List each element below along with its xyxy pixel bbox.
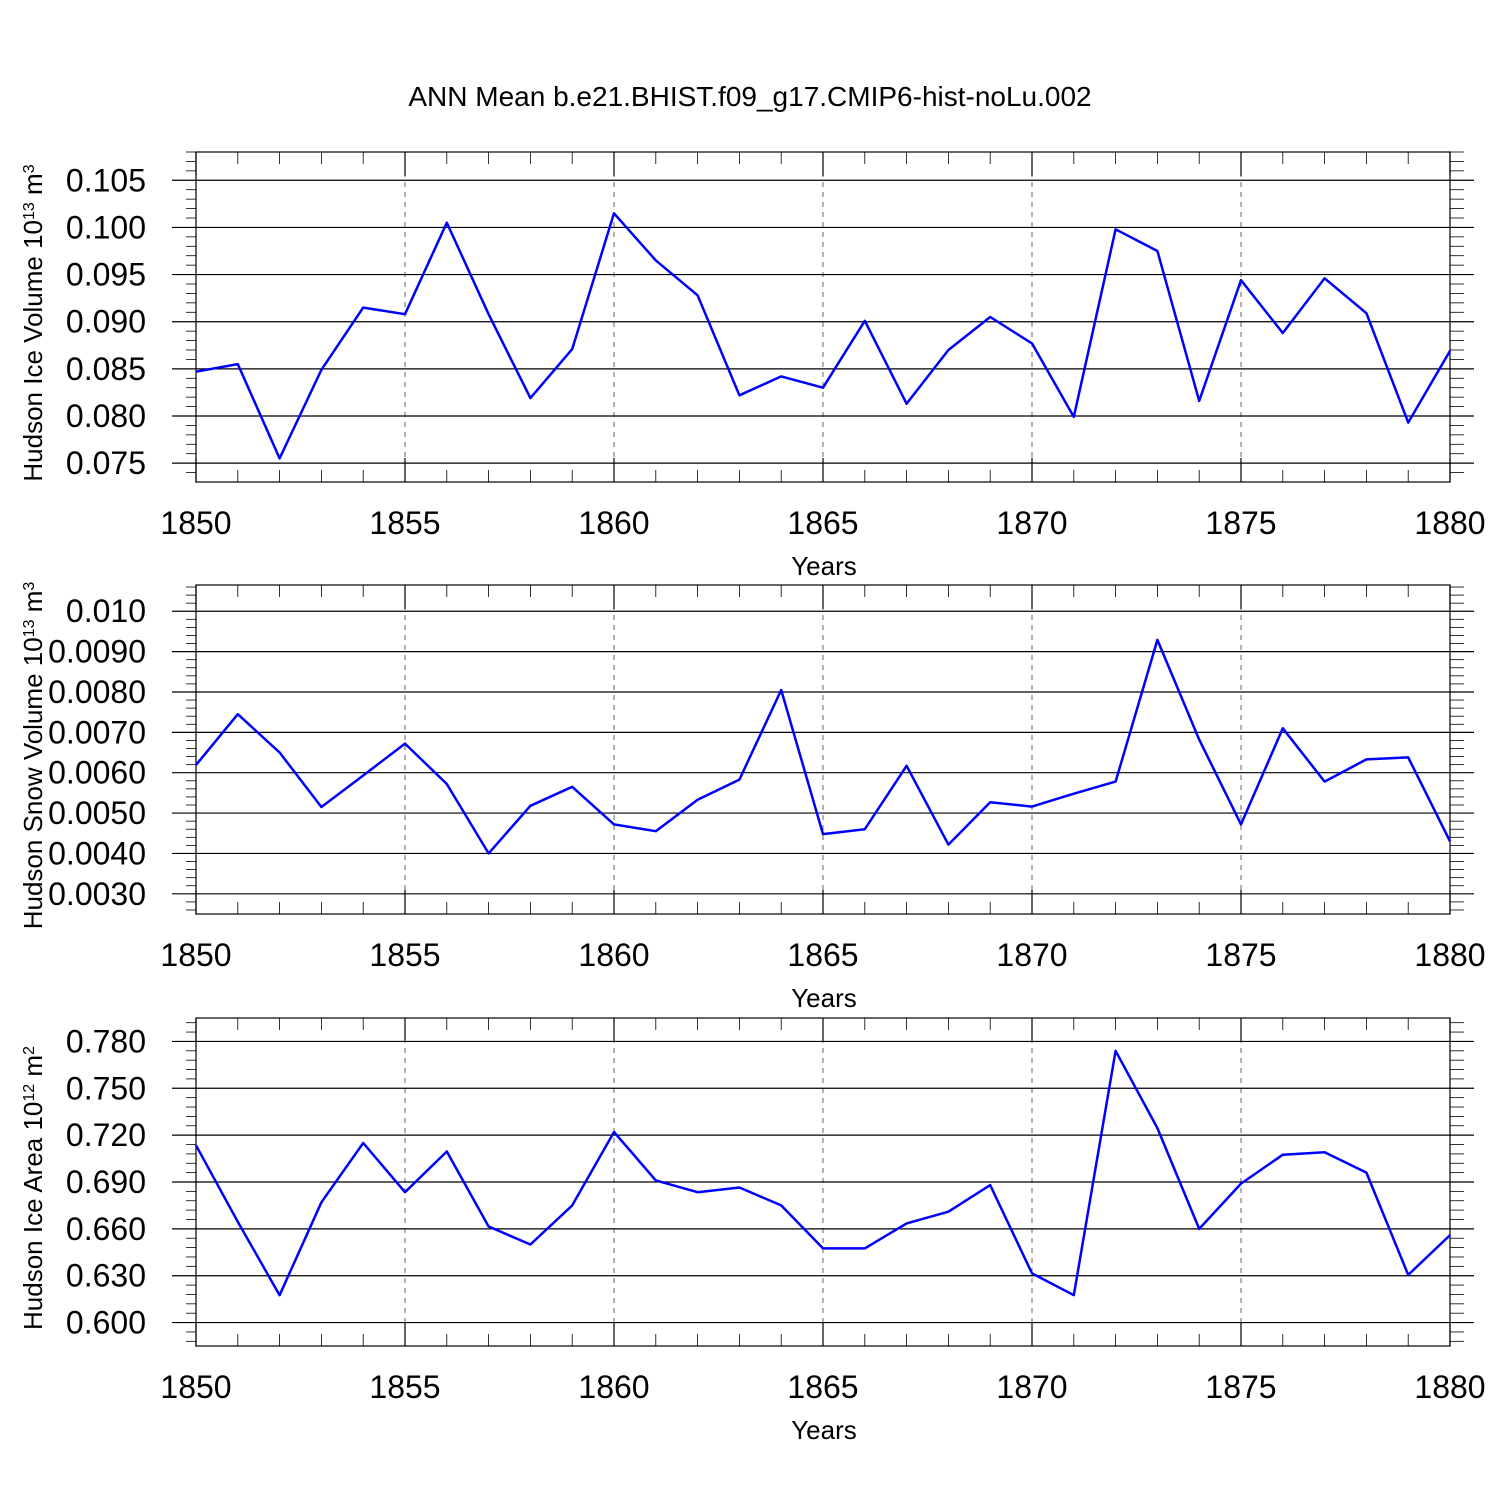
series-line [195, 638, 1452, 855]
y-tick-label: 0.0070 [48, 714, 146, 750]
panel-3: 1850 1855 1860 1865 1870 1875 1880 0.600 0.630 0.… [18, 1017, 1486, 1445]
y-tick-label: 0.080 [66, 398, 146, 434]
x-tick-label: 1850 [160, 1369, 231, 1405]
x-tick-label: 1880 [1414, 937, 1485, 973]
y-tick-label: 0.105 [66, 162, 146, 198]
x-tick-label: 1860 [578, 1369, 649, 1405]
y-tick-label: 0.0060 [48, 755, 146, 791]
x-tick-label: 1875 [1205, 937, 1276, 973]
y-tick-label: 0.095 [66, 257, 146, 293]
x-tick-label: 1870 [996, 1369, 1067, 1405]
x-axis-label: Years [791, 551, 857, 581]
y-tick-label: 0.750 [66, 1070, 146, 1106]
x-tick-label: 1865 [787, 505, 858, 541]
y-tick-label: 0.0030 [48, 876, 146, 912]
y-tick-label: 0.630 [66, 1258, 146, 1294]
y-tick-label: 0.100 [66, 209, 146, 245]
x-tick-label: 1880 [1414, 1369, 1485, 1405]
y-tick-label: 0.600 [66, 1305, 146, 1341]
x-tick-label: 1875 [1205, 505, 1276, 541]
y-tick-label: 0.780 [66, 1023, 146, 1059]
y-tick-label: 0.0090 [48, 634, 146, 670]
panel-2: 1850 1855 1860 1865 1870 1875 1880 0.0030 0.0040… [18, 582, 1486, 1013]
y-tick-label: 0.0040 [48, 835, 146, 871]
x-axis-label: Years [791, 983, 857, 1013]
y-tick-label: 0.010 [66, 593, 146, 629]
panel-1: 1850 1855 1860 1865 1870 1875 1880 0.075 0.080 0.… [18, 151, 1486, 581]
chart-title: ANN Mean b.e21.BHIST.f09_g17.CMIP6-hist-… [408, 81, 1091, 112]
y-tick-label: 0.090 [66, 304, 146, 340]
x-axis-label: Years [791, 1415, 857, 1445]
x-tick-label: 1850 [160, 937, 231, 973]
y-tick-label: 0.0050 [48, 795, 146, 831]
x-tick-label: 1860 [578, 505, 649, 541]
x-tick-label: 1870 [996, 937, 1067, 973]
x-tick-label: 1875 [1205, 1369, 1276, 1405]
x-tick-label: 1880 [1414, 505, 1485, 541]
y-tick-label: 0.0080 [48, 674, 146, 710]
y-axis-label: Hudson Ice Area 1012 m2 [18, 1046, 48, 1330]
x-tick-label: 1855 [369, 937, 440, 973]
y-tick-label: 0.075 [66, 445, 146, 481]
y-tick-label: 0.690 [66, 1164, 146, 1200]
series-line [195, 212, 1452, 460]
x-tick-label: 1865 [787, 937, 858, 973]
series-line [194, 1049, 1451, 1297]
x-tick-label: 1865 [787, 1369, 858, 1405]
x-tick-label: 1855 [369, 1369, 440, 1405]
x-tick-label: 1855 [369, 505, 440, 541]
y-tick-label: 0.085 [66, 351, 146, 387]
y-axis-label: Hudson Snow Volume 1013 m3 [18, 582, 48, 930]
y-tick-label: 0.720 [66, 1117, 146, 1153]
x-tick-label: 1860 [578, 937, 649, 973]
y-axis-label: Hudson Ice Volume 1013 m3 [18, 164, 48, 481]
y-tick-label: 0.660 [66, 1211, 146, 1247]
x-tick-label: 1850 [160, 505, 231, 541]
x-tick-label: 1870 [996, 505, 1067, 541]
